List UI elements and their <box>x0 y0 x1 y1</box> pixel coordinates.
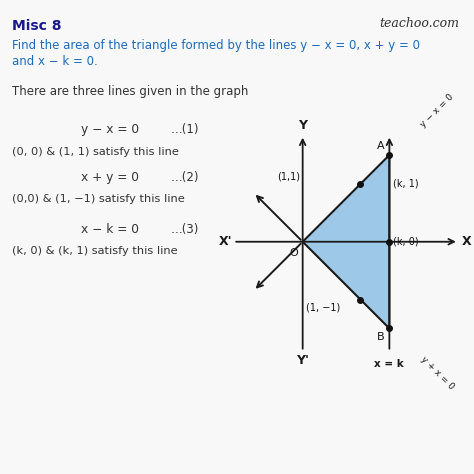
Text: x + y = 0: x + y = 0 <box>81 171 138 183</box>
Text: (0, 0) & (1, 1) satisfy this line: (0, 0) & (1, 1) satisfy this line <box>12 147 179 157</box>
Text: X: X <box>462 235 471 248</box>
Text: Find the area of the triangle formed by the lines y − x = 0, x + y = 0: Find the area of the triangle formed by … <box>12 39 420 52</box>
Text: (0,0) & (1, −1) satisfy this line: (0,0) & (1, −1) satisfy this line <box>12 194 184 204</box>
Text: Misc 8: Misc 8 <box>12 19 61 33</box>
Text: X': X' <box>219 235 232 248</box>
Text: x = k: x = k <box>374 358 404 368</box>
Text: O: O <box>289 247 298 257</box>
Text: (k, 0) & (k, 1) satisfy this line: (k, 0) & (k, 1) satisfy this line <box>12 246 177 256</box>
Text: y + x = 0: y + x = 0 <box>419 355 456 391</box>
Text: (k, 1): (k, 1) <box>393 179 419 189</box>
Text: …(1): …(1) <box>171 123 199 136</box>
Text: There are three lines given in the graph: There are three lines given in the graph <box>12 85 248 98</box>
Text: Y': Y' <box>296 355 309 367</box>
Text: y − x = 0: y − x = 0 <box>419 92 456 129</box>
Text: …(2): …(2) <box>171 171 199 183</box>
Polygon shape <box>303 155 389 328</box>
Text: (1, −1): (1, −1) <box>306 302 340 312</box>
Text: Y: Y <box>298 119 307 132</box>
Text: y − x = 0: y − x = 0 <box>81 123 139 136</box>
Text: (k, 0): (k, 0) <box>393 237 419 247</box>
Text: …(3): …(3) <box>171 223 199 236</box>
Text: x − k = 0: x − k = 0 <box>81 223 138 236</box>
Text: and x − k = 0.: and x − k = 0. <box>12 55 98 68</box>
Text: (1,1): (1,1) <box>277 171 300 181</box>
Text: A: A <box>377 141 385 151</box>
Text: teachoo.com: teachoo.com <box>380 17 460 29</box>
Text: B: B <box>377 332 385 343</box>
